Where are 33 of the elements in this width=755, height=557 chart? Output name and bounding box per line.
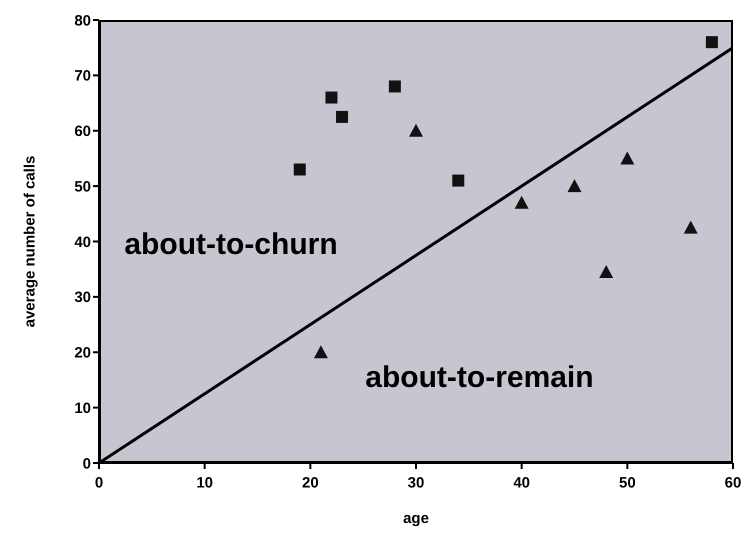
x-tick-label: 20	[302, 474, 319, 492]
point	[409, 124, 423, 137]
point	[599, 264, 614, 278]
y-tick-label: 80	[74, 12, 91, 30]
x-tick-label: 40	[513, 474, 530, 492]
point	[452, 174, 464, 187]
point	[620, 151, 634, 164]
point	[294, 164, 306, 176]
point	[706, 36, 718, 48]
point	[388, 80, 401, 92]
y-tick-label: 10	[74, 400, 91, 417]
x-tick-label: 30	[408, 474, 424, 492]
x-tick-label: 50	[618, 474, 636, 492]
point	[514, 196, 529, 209]
point	[568, 179, 582, 192]
y-tick-label: 0	[82, 455, 91, 472]
annotation: about-to-churn	[124, 228, 338, 262]
x-tick-label: 0	[94, 474, 104, 492]
point	[684, 220, 698, 234]
y-axis-title: average number of calls	[21, 156, 38, 328]
y-tick-label: 70	[74, 68, 91, 85]
point	[336, 110, 348, 123]
x-tick-label: 60	[724, 474, 742, 492]
x-tick-label: 10	[196, 474, 214, 492]
point	[325, 92, 338, 104]
y-tick-label: 30	[74, 289, 91, 306]
point	[314, 345, 328, 358]
annotation: about-to-remain	[365, 361, 594, 396]
y-tick-label: 50	[74, 178, 91, 196]
y-tick-label: 60	[74, 123, 91, 140]
x-axis-title: age	[403, 510, 429, 527]
y-tick-label: 40	[74, 234, 91, 251]
y-tick-label: 20	[74, 344, 91, 362]
